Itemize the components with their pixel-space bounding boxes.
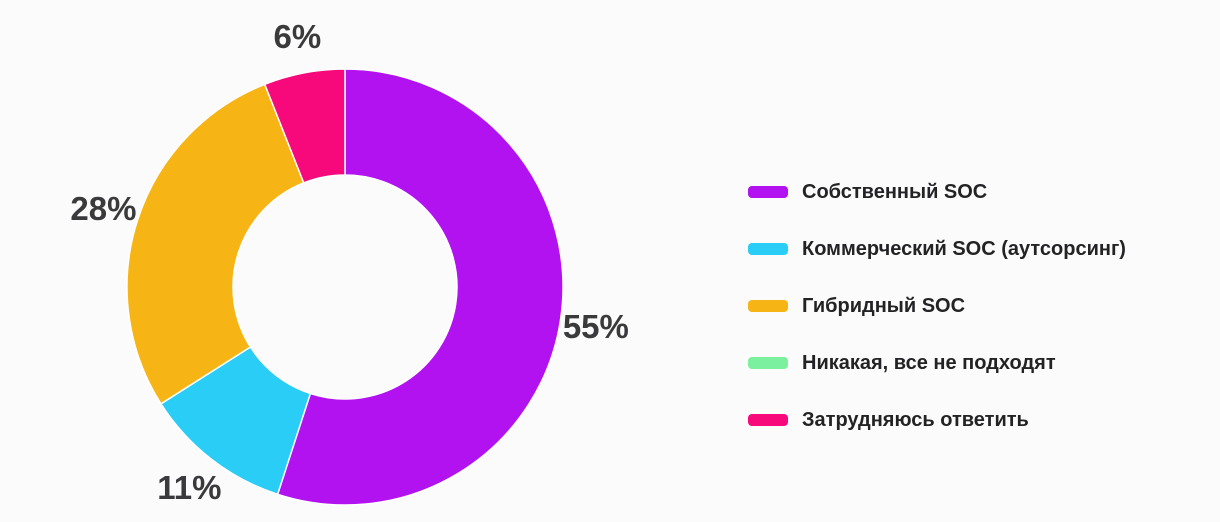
slice-percent-label: 55% xyxy=(562,307,629,345)
slice-percent-label: 11% xyxy=(157,468,222,506)
legend-swatch-own-soc xyxy=(748,186,788,198)
donut-slice xyxy=(276,68,564,506)
legend-item-none-fit: Никакая, все не подходят xyxy=(748,351,1126,375)
slice-percent-label: 6% xyxy=(273,18,322,56)
legend-swatch-commercial-soc xyxy=(748,243,788,255)
legend-label-none-fit: Никакая, все не подходят xyxy=(802,351,1056,374)
donut-slice xyxy=(126,83,305,405)
donut-slice xyxy=(263,68,346,184)
legend-label-commercial-soc: Коммерческий SOC (аутсорсинг) xyxy=(802,237,1126,260)
legend-item-commercial-soc: Коммерческий SOC (аутсорсинг) xyxy=(748,237,1126,261)
slice-percent-label: 28% xyxy=(70,189,137,227)
legend-item-hard-to-answer: Затрудняюсь ответить xyxy=(748,408,1126,432)
donut-chart: 55% 11% 28% 6% xyxy=(70,18,629,506)
legend-swatch-hard-to-answer xyxy=(748,414,788,426)
legend-item-hybrid-soc: Гибридный SOC xyxy=(748,294,1126,318)
chart-legend: Собственный SOC Коммерческий SOC (аутсор… xyxy=(748,180,1126,465)
legend-item-own-soc: Собственный SOC xyxy=(748,180,1126,204)
donut-chart-svg xyxy=(126,68,564,506)
legend-label-hard-to-answer: Затрудняюсь ответить xyxy=(802,408,1029,431)
legend-label-hybrid-soc: Гибридный SOC xyxy=(802,294,966,317)
legend-label-own-soc: Собственный SOC xyxy=(802,180,988,203)
legend-swatch-none-fit xyxy=(748,357,788,369)
legend-swatch-hybrid-soc xyxy=(748,300,788,312)
